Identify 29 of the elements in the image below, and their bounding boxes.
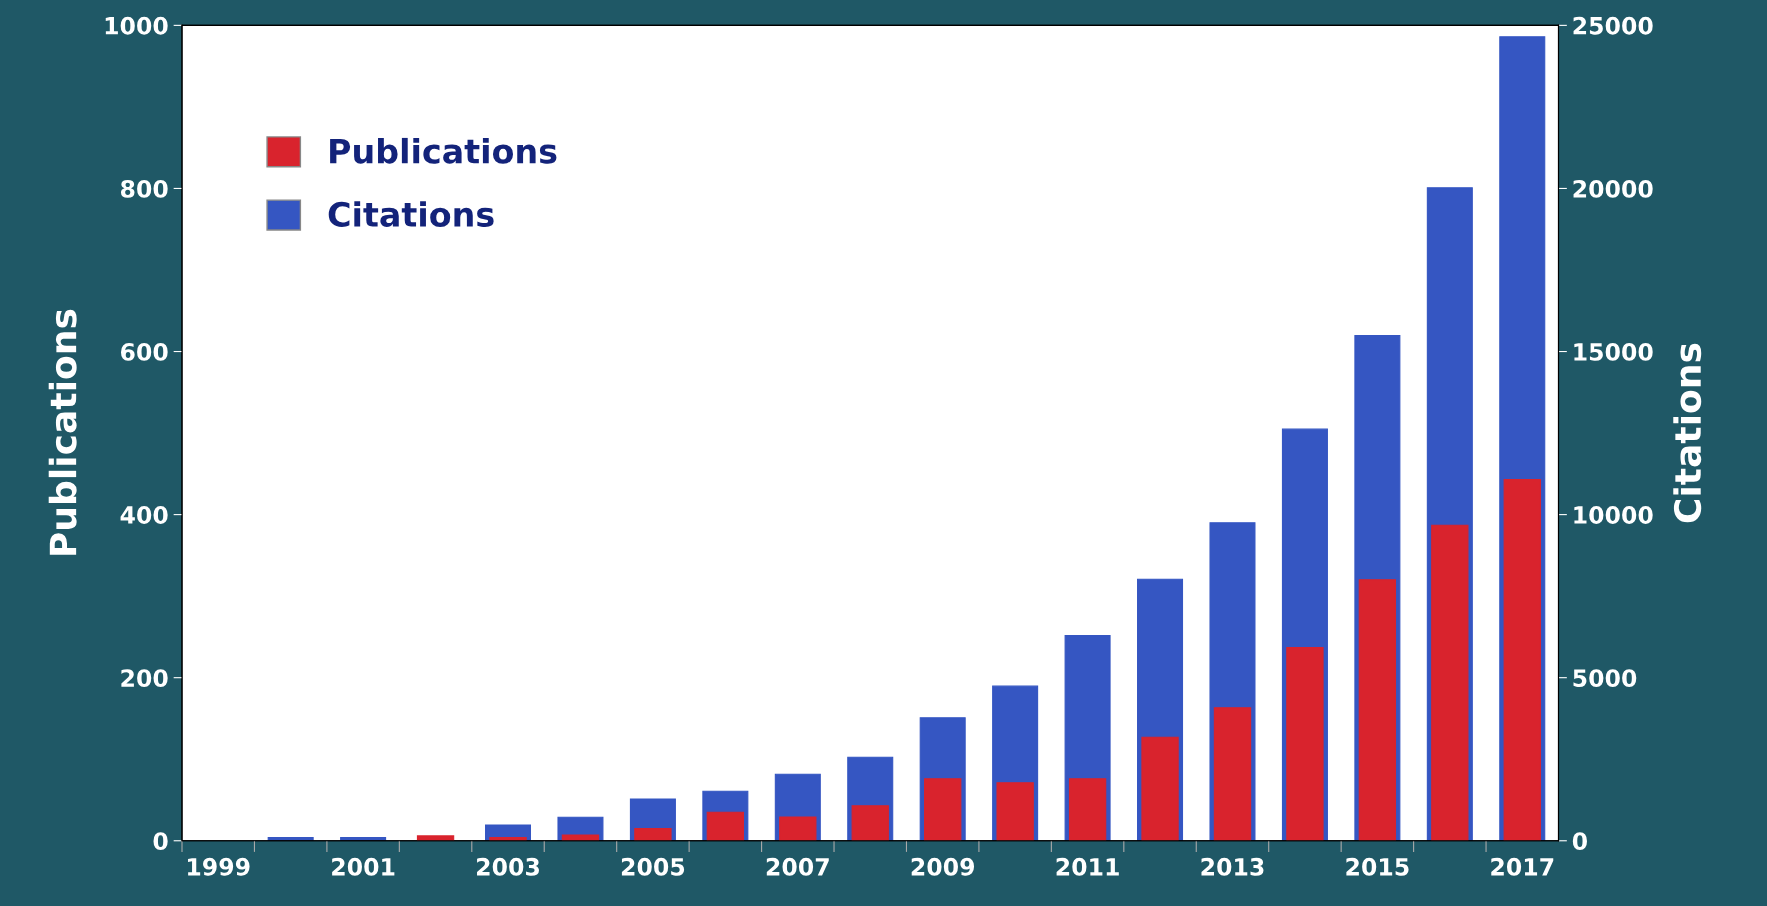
y-tick-label: 200: [121, 669, 168, 687]
y-tick-label: 800: [120, 179, 168, 198]
x-tick-label: 2003: [477, 857, 539, 876]
x-tick-label: 2009: [911, 857, 975, 876]
y2-tick-label: 20000: [1573, 179, 1653, 198]
bar: [1068, 778, 1107, 841]
y2-tick-label: 5000: [1573, 669, 1637, 687]
bar: [561, 834, 600, 841]
y-tick-label: 600: [120, 342, 168, 361]
y-axis-title: Publications: [48, 309, 77, 555]
x-tick-label: 2015: [1346, 857, 1409, 876]
y2-tick-label: 25000: [1573, 16, 1653, 35]
x-tick-label: 2013: [1201, 857, 1264, 876]
y2-tick-label: 10000: [1574, 506, 1653, 524]
x-tick-label: 2017: [1491, 857, 1554, 876]
x-tick-label: 2011: [1056, 857, 1119, 876]
y-tick-label: 1000: [105, 16, 168, 35]
bar: [416, 835, 455, 841]
x-tick-label: 2005: [621, 857, 685, 876]
x-tick-label: 1999: [188, 857, 250, 876]
y-tick-label: 400: [120, 506, 168, 524]
y2-tick-label: 15000: [1574, 342, 1653, 361]
y2-tick-label: 0: [1572, 832, 1587, 851]
legend-label: Publications: [330, 137, 557, 164]
y2-axis-title: Citations: [1673, 343, 1702, 523]
legend-label: Citations: [328, 201, 494, 227]
x-tick-label: 2001: [332, 857, 395, 876]
x-tick-label: 2007: [766, 857, 829, 876]
y-tick-label: 0: [153, 832, 168, 851]
